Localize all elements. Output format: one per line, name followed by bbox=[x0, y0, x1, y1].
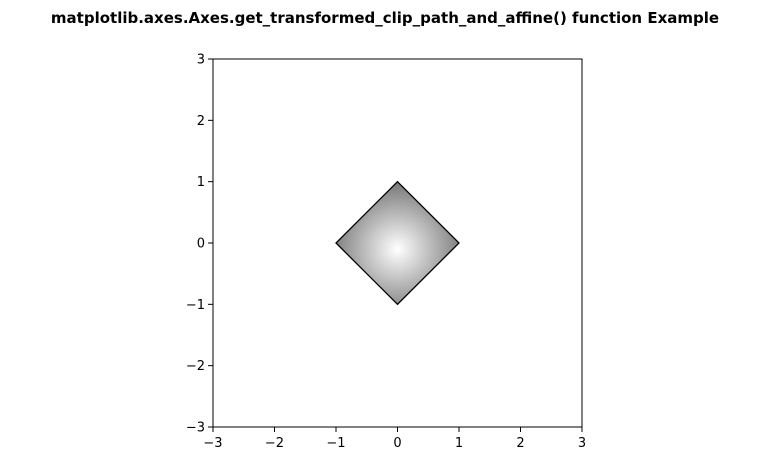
x-axis: −3 −2 −1 0 1 2 3 bbox=[203, 427, 586, 451]
y-tick-label: −3 bbox=[186, 421, 205, 436]
x-tick-label: 3 bbox=[578, 436, 586, 451]
x-tick-label: −1 bbox=[326, 436, 345, 451]
y-tick-label: −2 bbox=[186, 359, 205, 374]
y-tick-label: −1 bbox=[186, 298, 205, 313]
y-tick-label: 3 bbox=[197, 53, 205, 68]
x-tick-label: −3 bbox=[203, 436, 222, 451]
x-tick-label: −2 bbox=[265, 436, 284, 451]
plot-area bbox=[212, 58, 583, 428]
chart-title: matplotlib.axes.Axes.get_transformed_cli… bbox=[51, 9, 719, 27]
x-tick-label: 0 bbox=[393, 436, 401, 451]
x-tick-label: 1 bbox=[455, 436, 463, 451]
y-tick-label: 2 bbox=[197, 114, 205, 129]
y-tick-label: 1 bbox=[197, 175, 205, 190]
x-tick-label: 2 bbox=[516, 436, 524, 451]
clip-diamond-patch bbox=[335, 180, 460, 306]
y-axis: −3 −2 −1 0 1 2 3 bbox=[186, 53, 213, 436]
y-tick-label: 0 bbox=[197, 237, 205, 252]
